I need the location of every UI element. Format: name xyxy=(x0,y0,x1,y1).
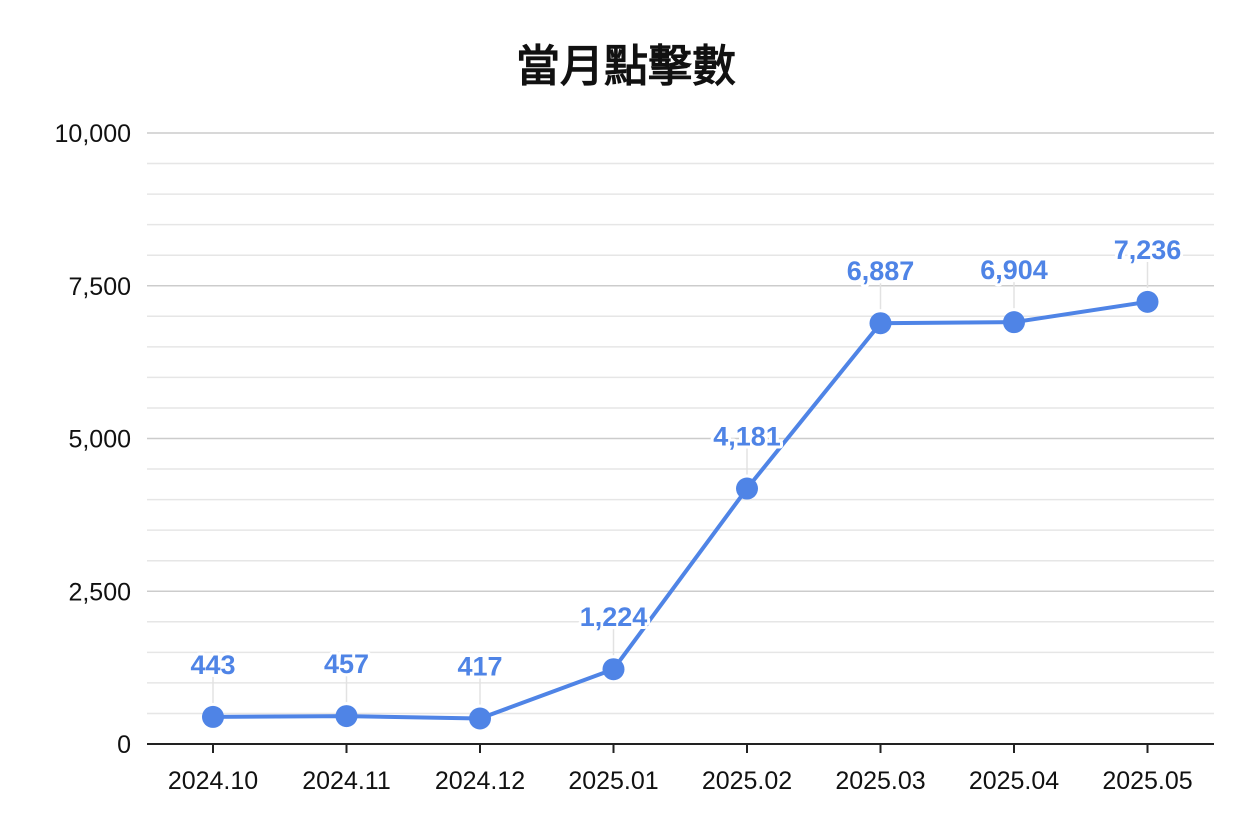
data-label: 4,181 xyxy=(713,422,781,452)
y-tick-label: 2,500 xyxy=(68,578,131,606)
data-point xyxy=(602,658,625,681)
data-point xyxy=(335,705,358,728)
x-tick-label: 2025.03 xyxy=(835,767,925,795)
x-tick-label: 2024.11 xyxy=(302,767,391,795)
data-point xyxy=(202,705,224,728)
gridlines xyxy=(147,132,1214,715)
axes: 0 2,500 5,000 7,500 10,000 2024.10 2024.11 2024… xyxy=(55,120,1214,795)
data-point xyxy=(869,312,892,335)
data-label: 417 xyxy=(457,652,502,682)
x-tick-label: 2025.05 xyxy=(1102,767,1192,795)
data-point xyxy=(1003,311,1025,334)
data-labels: 443 457 417 1,224 4,181 6,887 6,904 7,236 xyxy=(187,232,1184,685)
x-tick-label: 2025.01 xyxy=(568,767,658,795)
data-label: 6,904 xyxy=(980,255,1048,285)
series-polyline xyxy=(211,299,1150,721)
data-point xyxy=(469,707,491,730)
y-tick-label: 7,500 xyxy=(68,273,131,301)
x-tick-label: 2025.02 xyxy=(702,767,792,795)
x-tick-label: 2024.12 xyxy=(435,767,525,795)
y-tick-label: 0 xyxy=(117,731,131,759)
y-tick-label: 10,000 xyxy=(55,120,131,148)
data-point xyxy=(736,477,758,500)
data-label: 6,887 xyxy=(847,256,915,286)
x-tick-label: 2024.10 xyxy=(168,767,258,795)
data-point xyxy=(1136,290,1159,313)
chart-title: 當月點擊數 xyxy=(516,41,736,92)
x-tick-label: 2025.04 xyxy=(969,767,1059,795)
data-label: 457 xyxy=(324,649,369,679)
data-points xyxy=(202,290,1159,730)
data-label: 443 xyxy=(190,650,235,680)
y-tick-label: 5,000 xyxy=(68,426,131,454)
data-label: 7,236 xyxy=(1114,235,1182,265)
series-line xyxy=(211,261,1150,721)
data-label: 1,224 xyxy=(580,602,648,632)
